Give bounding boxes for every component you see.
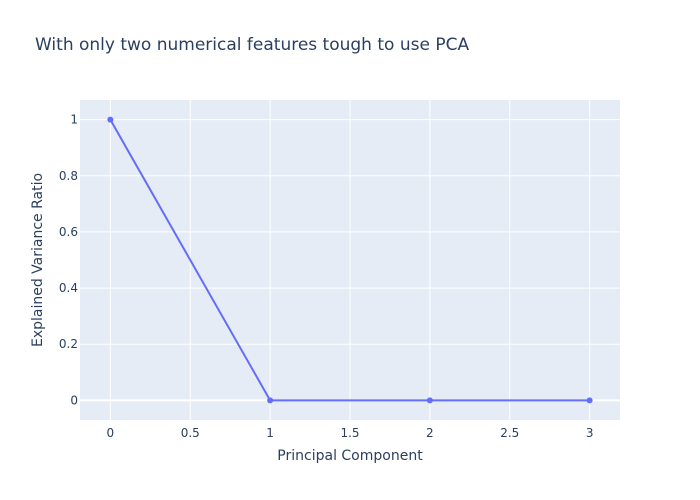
y-tick-label: 0.6 <box>59 225 78 239</box>
y-tick-label: 0.4 <box>59 281 78 295</box>
data-point[interactable] <box>586 397 593 404</box>
series-layer <box>107 116 593 404</box>
chart-title: With only two numerical features tough t… <box>35 35 469 55</box>
y-tick-label: 1 <box>70 113 78 127</box>
series-line <box>109 119 590 402</box>
x-tick-label: 2 <box>426 426 434 440</box>
data-point[interactable] <box>107 116 114 123</box>
y-tick-label: 0 <box>70 393 78 407</box>
x-tick-label: 3 <box>586 426 594 440</box>
y-tick-label: 0.8 <box>59 169 78 183</box>
x-axis-title: Principal Component <box>277 448 423 464</box>
x-tick-label: 0 <box>107 426 115 440</box>
x-tick-label: 1 <box>266 426 274 440</box>
y-tick-label: 0.2 <box>59 337 78 351</box>
tick-labels: 0 0.5 1 1.5 2 2.5 3 0 0.2 0.4 0.6 0.8 1 <box>59 113 594 440</box>
y-axis-title: Explained Variance Ratio <box>30 173 46 347</box>
x-tick-label: 1.5 <box>340 426 359 440</box>
data-point[interactable] <box>267 397 274 404</box>
x-tick-label: 2.5 <box>500 426 519 440</box>
data-point[interactable] <box>426 397 433 404</box>
x-tick-label: 0.5 <box>181 426 200 440</box>
